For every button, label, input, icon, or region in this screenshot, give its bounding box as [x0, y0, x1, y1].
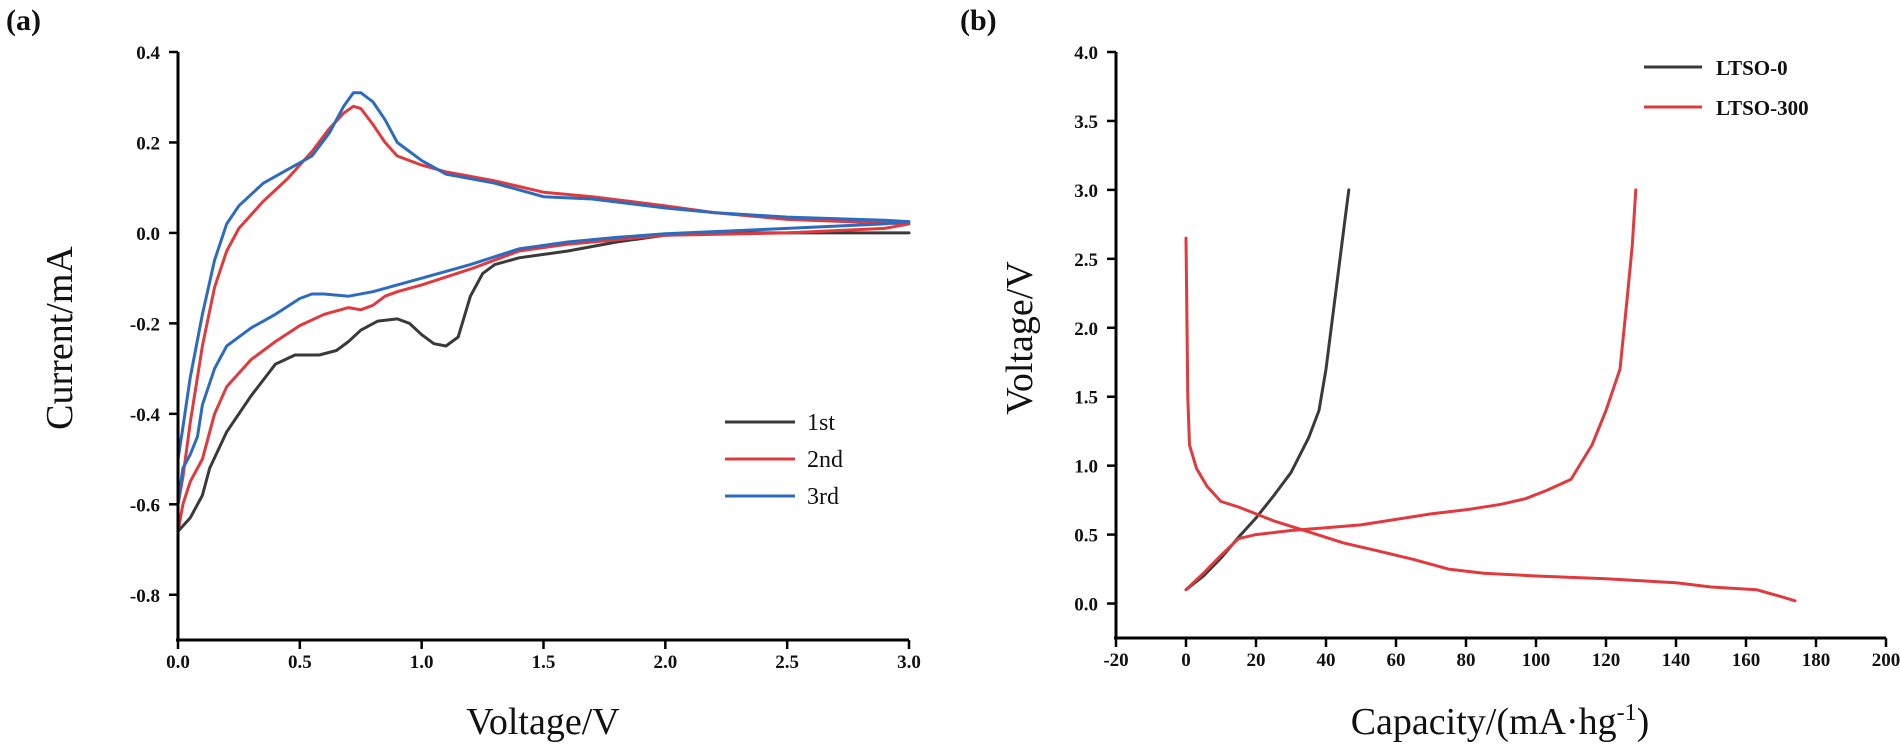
x-tick-label: 120	[1592, 650, 1621, 671]
x-tick-label: 20	[1247, 650, 1266, 671]
y-tick-label: 0.2	[136, 133, 160, 154]
legend-label-3rd: 3rd	[807, 484, 839, 510]
x-tick-label: 40	[1317, 650, 1336, 671]
x-tick-label: 80	[1457, 650, 1476, 671]
series-line-1st	[176, 231, 911, 533]
x-tick-label: -20	[1103, 650, 1128, 671]
y-tick-label: 1.5	[1074, 388, 1098, 409]
panel-b-x-axis-title-end: )	[1637, 701, 1650, 743]
x-tick-label: 3.0	[897, 652, 921, 673]
y-tick-label: 4.0	[1074, 43, 1098, 64]
x-tick-label: 1.5	[532, 652, 556, 673]
panel-b-y-ticks: 4.0 3.5 3.0 2.5 2.0 1.5 1.0 0.5 0.0	[1074, 43, 1116, 616]
legend-label-1st: 1st	[807, 410, 835, 436]
y-tick-label: 0.0	[1074, 595, 1098, 616]
x-tick-label: 0	[1181, 650, 1191, 671]
x-tick-label: 180	[1802, 650, 1831, 671]
y-tick-label: 0.4	[136, 43, 160, 64]
panel-b-x-axis-title: Capacity/(mA·hg-1)	[1351, 700, 1650, 743]
y-tick-label: 2.5	[1074, 250, 1098, 271]
x-tick-label: 2.5	[775, 652, 799, 673]
series-line-2nd	[176, 104, 911, 533]
panel-a: (a) 0.0 0.5 1.0 1.5 2.0 2.5 3.0 0.4 0.2 0.0 -0.2 -…	[6, 4, 921, 743]
y-tick-label: -0.6	[130, 495, 160, 516]
x-tick-label: 140	[1662, 650, 1691, 671]
series-line-ltso-0	[1184, 188, 1351, 592]
y-tick-label: 3.5	[1074, 112, 1098, 133]
x-tick-label: 200	[1872, 650, 1900, 671]
y-tick-label: 3.0	[1074, 181, 1098, 202]
x-tick-label: 2.0	[653, 652, 677, 673]
y-tick-label: 0.0	[136, 224, 160, 245]
y-tick-label: -0.8	[130, 586, 160, 607]
panel-b-legend: LTSO-0 LTSO-300	[1644, 56, 1809, 120]
series-line-ltso-300	[1184, 236, 1797, 603]
legend-label-2nd: 2nd	[807, 447, 843, 473]
x-tick-label: 0.5	[288, 652, 312, 673]
series-line-segment-2	[1184, 188, 1638, 592]
legend-label-ltso-300: LTSO-300	[1716, 96, 1809, 120]
panel-b-x-ticks: -20 0 20 40 60 80 100 120 140 160 180 200	[1103, 638, 1900, 671]
series-line-3rd	[176, 91, 911, 506]
panel-b: (b) -20 0 20 40 60 80 100 120 140 160 180 200 4.0 3.…	[960, 4, 1900, 743]
legend-label-ltso-0: LTSO-0	[1716, 56, 1788, 80]
panel-b-x-axis-title-sup: -1	[1617, 700, 1637, 726]
y-tick-label: -0.2	[130, 314, 160, 335]
panel-b-label: (b)	[960, 4, 997, 37]
panel-a-y-axis-title: Current/mA	[39, 246, 81, 430]
panel-a-y-ticks: 0.4 0.2 0.0 -0.2 -0.4 -0.6 -0.8	[130, 43, 178, 607]
y-tick-label: -0.4	[130, 405, 161, 426]
panel-b-x-axis-title-main: Capacity/(mA·hg	[1351, 701, 1617, 743]
x-tick-label: 1.0	[410, 652, 434, 673]
panel-a-x-axis-title: Voltage/V	[466, 701, 620, 743]
panel-b-series-group	[1184, 188, 1797, 603]
x-tick-label: 100	[1522, 650, 1551, 671]
panel-a-label: (a)	[6, 4, 41, 37]
x-tick-label: 0.0	[166, 652, 190, 673]
panel-b-y-axis-title: Voltage/V	[999, 261, 1041, 415]
y-tick-label: 0.5	[1074, 526, 1098, 547]
y-tick-label: 1.0	[1074, 457, 1098, 478]
y-tick-label: 2.0	[1074, 319, 1098, 340]
panel-a-x-ticks: 0.0 0.5 1.0 1.5 2.0 2.5 3.0	[166, 640, 921, 673]
panel-a-legend: 1st 2nd 3rd	[725, 410, 843, 510]
panel-a-series-group	[176, 91, 911, 533]
x-tick-label: 160	[1732, 650, 1761, 671]
x-tick-label: 60	[1387, 650, 1406, 671]
